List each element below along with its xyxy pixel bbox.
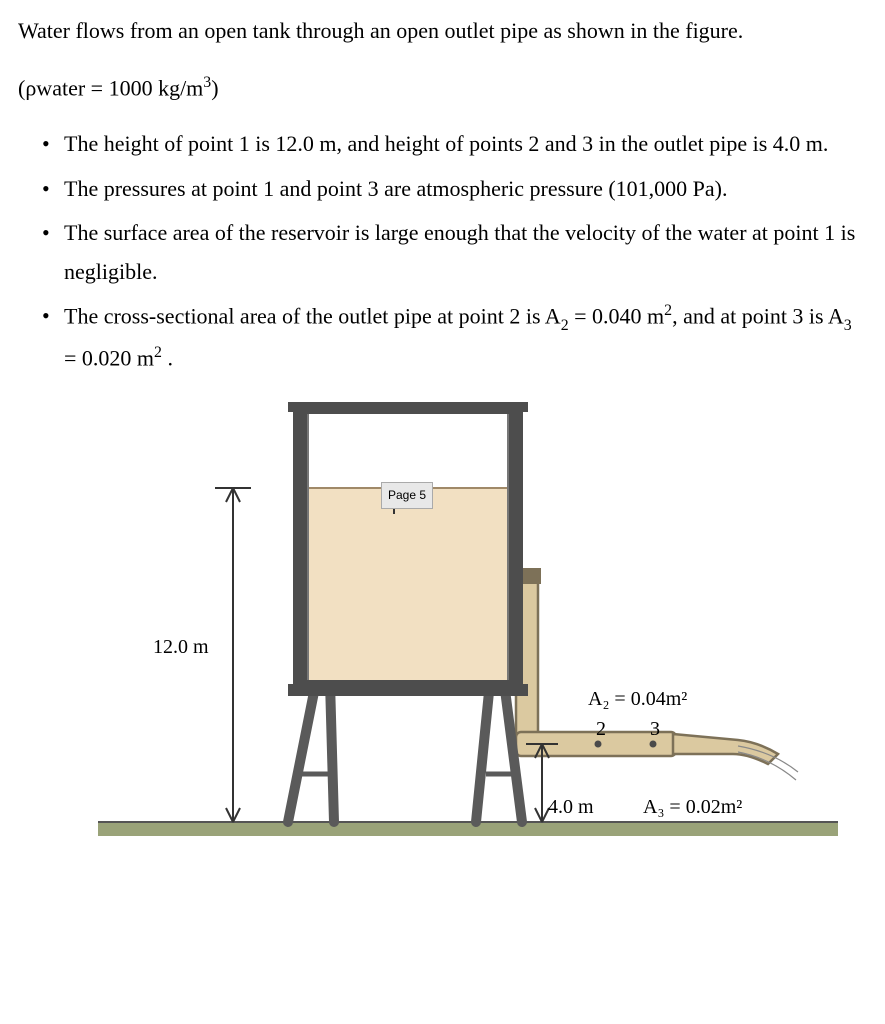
density-text: (ρwater = 1000 kg/m3) [18,69,867,108]
bullet-2: The pressures at point 1 and point 3 are… [42,170,867,209]
density-exp: 3 [203,74,211,91]
figure-container: Page 5 12.0 m A₂ = 0.04m² 2 3 4.0 m A₃ =… [98,402,838,852]
tank-diagram [98,402,838,852]
height-label: 12.0 m [153,630,209,665]
point-3-label: 3 [650,712,660,747]
intro-text: Water flows from an open tank through an… [18,12,867,51]
density-end: ) [211,75,218,100]
bullet-3: The surface area of the reservoir is lar… [42,214,867,291]
outlet-height-label: 4.0 m [548,790,594,825]
point-2-label: 2 [596,712,606,747]
a3-label: A₃ = 0.02m² [643,790,742,825]
bullet-1: The height of point 1 is 12.0 m, and hei… [42,125,867,164]
bullet-4: The cross-sectional area of the outlet p… [42,297,867,377]
page-badge: Page 5 [381,482,433,509]
density-prefix: (ρwater = 1000 kg/m [18,75,203,100]
bullet-list: The height of point 1 is 12.0 m, and hei… [18,125,867,377]
